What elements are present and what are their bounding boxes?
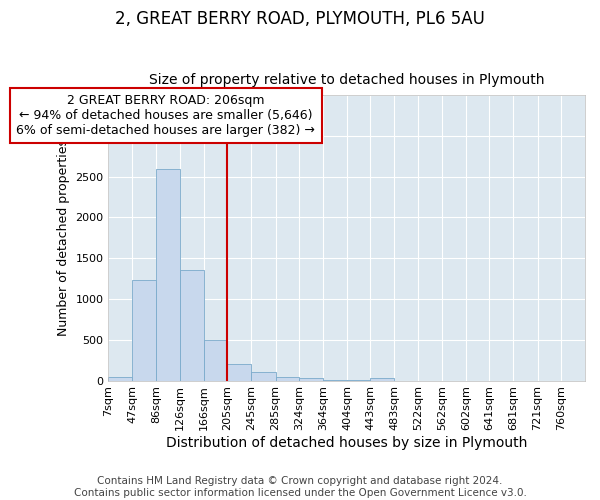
Y-axis label: Number of detached properties: Number of detached properties bbox=[57, 140, 70, 336]
Bar bbox=[204, 340, 227, 380]
Text: 2 GREAT BERRY ROAD: 206sqm
← 94% of detached houses are smaller (5,646)
6% of se: 2 GREAT BERRY ROAD: 206sqm ← 94% of deta… bbox=[16, 94, 315, 137]
Text: Contains HM Land Registry data © Crown copyright and database right 2024.
Contai: Contains HM Land Registry data © Crown c… bbox=[74, 476, 526, 498]
Bar bbox=[251, 372, 275, 380]
Bar bbox=[109, 376, 133, 380]
Bar bbox=[299, 378, 323, 380]
Bar bbox=[156, 170, 180, 380]
Bar bbox=[133, 280, 156, 380]
Bar bbox=[227, 364, 251, 380]
Title: Size of property relative to detached houses in Plymouth: Size of property relative to detached ho… bbox=[149, 73, 544, 87]
Bar bbox=[370, 378, 394, 380]
Bar bbox=[275, 376, 299, 380]
Bar bbox=[180, 270, 204, 380]
Text: 2, GREAT BERRY ROAD, PLYMOUTH, PL6 5AU: 2, GREAT BERRY ROAD, PLYMOUTH, PL6 5AU bbox=[115, 10, 485, 28]
X-axis label: Distribution of detached houses by size in Plymouth: Distribution of detached houses by size … bbox=[166, 436, 527, 450]
